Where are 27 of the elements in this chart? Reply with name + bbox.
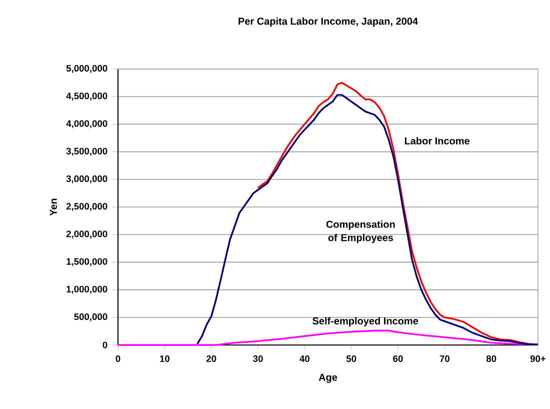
x-tick-label: 50 xyxy=(346,355,356,362)
y-tick-label: 3,500,000 xyxy=(66,148,108,156)
x-tick-label: 80 xyxy=(486,355,496,362)
x-tick-label: 20 xyxy=(206,355,216,362)
y-tick-label: 4,500,000 xyxy=(66,92,108,101)
y-axis-title: Yen xyxy=(50,198,57,216)
y-tick-label: 1,500,000 xyxy=(66,258,108,266)
y-tick-label: 0 xyxy=(102,342,108,348)
series-label: Self-employed Income xyxy=(312,317,418,326)
y-tick-label: 500,000 xyxy=(74,313,108,322)
y-tick-label: 1,000,000 xyxy=(66,286,108,294)
x-tick-label: 70 xyxy=(440,355,450,362)
y-tick-label: 2,000,000 xyxy=(66,230,108,239)
series-label: Compensation of Employees xyxy=(326,220,395,244)
x-tick-label: 0 xyxy=(116,355,120,362)
chart-title: Per Capita Labor Income, Japan, 2004 xyxy=(238,17,418,27)
x-tick-label: 90+ xyxy=(530,355,546,362)
x-tick-label: 30 xyxy=(253,355,263,362)
y-tick-label: 2,500,000 xyxy=(66,203,108,211)
y-tick-label: 4,000,000 xyxy=(66,120,108,128)
series-label: Labor Income xyxy=(404,137,470,144)
x-tick-label: 40 xyxy=(300,355,310,362)
x-axis-title: Age xyxy=(318,374,338,383)
y-tick-label: 3,000,000 xyxy=(66,175,108,184)
y-tick-label: 5,000,000 xyxy=(66,65,108,73)
x-tick-label: 60 xyxy=(393,355,403,362)
x-tick-label: 10 xyxy=(160,355,170,362)
